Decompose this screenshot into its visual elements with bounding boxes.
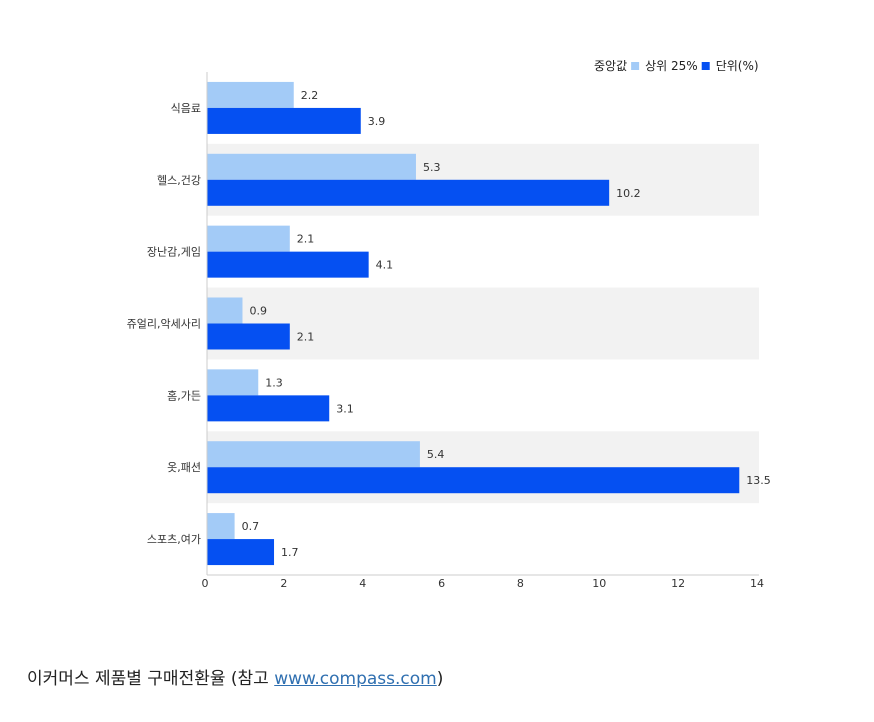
bar-top25: [207, 467, 740, 494]
bar-chart: 2.2 3.9 5.3 10.2 2.1 4.1 0.9 2.1 1.3 3.1 5.4 13.5 0.…: [127, 59, 771, 590]
value-label: 3.9: [368, 115, 386, 128]
value-label: 3.1: [336, 402, 354, 415]
value-label: 2.1: [297, 331, 315, 344]
value-label: 13.5: [746, 474, 771, 487]
figure-caption: 이커머스 제품별 구매전환율 (참고 www.compass.com): [27, 664, 443, 689]
value-label: 0.9: [249, 305, 267, 318]
value-label: 5.4: [427, 448, 445, 461]
bar-top25: [207, 539, 275, 566]
x-tick-label: 0: [202, 577, 209, 590]
x-tick-label: 12: [671, 577, 685, 590]
bar-median: [207, 81, 294, 108]
caption-suffix: ): [436, 669, 444, 689]
source-link[interactable]: www.compass.com: [274, 669, 437, 689]
x-tick-label: 14: [750, 577, 764, 590]
bars: [207, 81, 740, 566]
bar-median: [207, 153, 416, 180]
bar-median: [207, 441, 420, 468]
bar-median: [207, 225, 290, 252]
bar-median: [207, 297, 243, 324]
bar-top25: [207, 395, 330, 422]
bar-median: [207, 513, 235, 540]
category-label: 장난감,게임: [147, 246, 201, 259]
value-label: 5.3: [423, 161, 441, 174]
value-label: 4.1: [376, 259, 394, 272]
bar-top25: [207, 323, 290, 350]
legend-swatch: [631, 62, 640, 70]
x-tick-label: 10: [592, 577, 606, 590]
value-label: 10.2: [616, 187, 641, 200]
value-labels: 2.2 3.9 5.3 10.2 2.1 4.1 0.9 2.1 1.3 3.1 5.4 13.5 0.…: [242, 89, 771, 559]
category-label: 홈,가든: [167, 388, 201, 402]
bar-top25: [207, 107, 361, 134]
category-label: 쥬얼리,악세사리: [127, 317, 201, 331]
unit-label: 단위(%): [716, 59, 759, 73]
row-band: [207, 287, 759, 360]
category-label: 옷,패션: [167, 461, 201, 474]
category-label: 스포츠,여가: [147, 533, 201, 546]
x-tick-label: 6: [438, 577, 445, 590]
bar-median: [207, 369, 259, 396]
value-label: 1.7: [281, 546, 299, 559]
category-label: 식음료: [171, 102, 201, 115]
legend-label: 중앙값: [594, 59, 627, 73]
category-label: 헬스,건강: [157, 174, 201, 187]
legend-swatch: [701, 62, 710, 70]
value-label: 2.1: [297, 233, 315, 246]
value-label: 0.7: [242, 520, 260, 533]
caption-text: 이커머스 제품별 구매전환율 (참고: [27, 669, 275, 689]
legend-label: 상위 25%: [645, 59, 698, 73]
legend: 중앙값 상위 25% 단위(%): [594, 59, 759, 73]
value-label: 1.3: [265, 376, 283, 389]
axes: 0 2 4 6 8 10 12 14: [202, 72, 764, 590]
value-label: 2.2: [301, 89, 319, 102]
x-tick-label: 4: [359, 577, 366, 590]
x-tick-label: 2: [280, 577, 287, 590]
bar-top25: [207, 251, 369, 278]
x-tick-label: 8: [517, 577, 524, 590]
bar-top25: [207, 179, 610, 206]
